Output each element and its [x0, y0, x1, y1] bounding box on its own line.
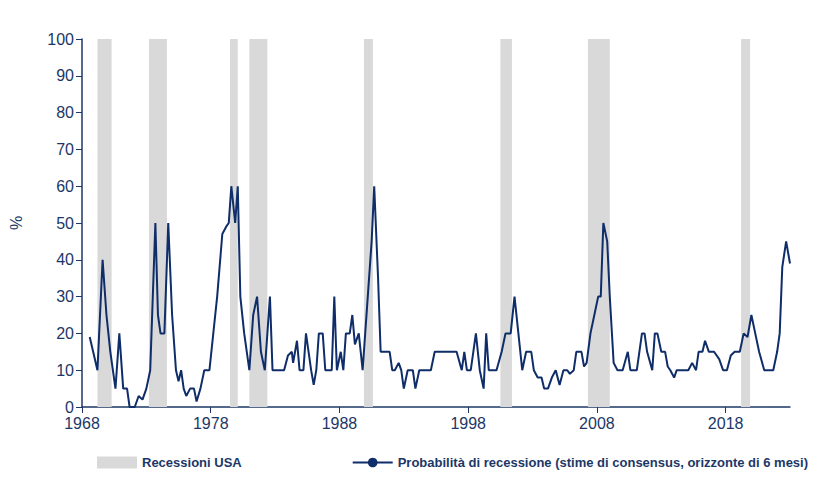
- svg-text:70: 70: [56, 141, 74, 158]
- svg-text:1978: 1978: [193, 415, 229, 432]
- svg-text:100: 100: [47, 31, 74, 48]
- svg-text:1988: 1988: [322, 415, 358, 432]
- svg-text:50: 50: [56, 215, 74, 232]
- svg-text:1998: 1998: [450, 415, 486, 432]
- svg-text:60: 60: [56, 178, 74, 195]
- svg-text:10: 10: [56, 362, 74, 379]
- svg-text:30: 30: [56, 288, 74, 305]
- svg-text:Probabilità di recessione (sti: Probabilità di recessione (stime di cons…: [398, 455, 808, 470]
- svg-text:2008: 2008: [579, 415, 615, 432]
- svg-text:90: 90: [56, 67, 74, 84]
- svg-text:%: %: [8, 216, 25, 230]
- svg-text:40: 40: [56, 251, 74, 268]
- svg-text:80: 80: [56, 104, 74, 121]
- svg-text:1968: 1968: [64, 415, 100, 432]
- svg-text:20: 20: [56, 325, 74, 342]
- svg-text:0: 0: [65, 399, 74, 416]
- svg-text:Recessioni USA: Recessioni USA: [142, 455, 242, 470]
- svg-text:2018: 2018: [708, 415, 744, 432]
